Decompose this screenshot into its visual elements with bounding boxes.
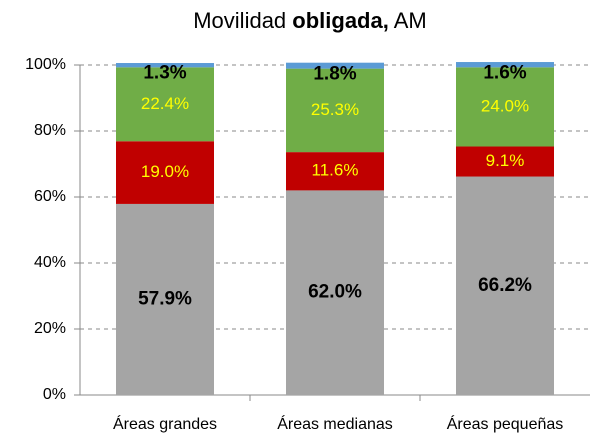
- data-label: 1.6%: [483, 62, 526, 83]
- data-label: 11.6%: [312, 161, 359, 180]
- bar-segment: [286, 62, 384, 69]
- title-segment: Movilidad: [193, 8, 292, 33]
- data-label: 22.4%: [141, 94, 189, 113]
- x-tick-label: Áreas grandes: [113, 414, 217, 433]
- bar-segment: [456, 62, 554, 68]
- bar-segment: [286, 68, 384, 153]
- title-segment: AM: [389, 8, 427, 33]
- title-segment: obligada,: [292, 8, 389, 33]
- bar-segment: [456, 176, 554, 395]
- data-label: 19.0%: [141, 162, 189, 181]
- y-tick-label: 60%: [34, 188, 66, 205]
- bar-segment: [456, 67, 554, 147]
- data-label: 9.1%: [486, 151, 525, 170]
- y-tick-label: 100%: [25, 56, 66, 73]
- bar-segment: [116, 67, 214, 142]
- y-tick-label: 80%: [34, 122, 66, 139]
- data-label: 25.3%: [311, 100, 359, 119]
- bar-segment: [116, 141, 214, 204]
- bar-segment: [116, 203, 214, 395]
- bar-segment: [116, 63, 214, 68]
- bar-segment: [456, 146, 554, 177]
- y-tick-label: 20%: [34, 320, 66, 337]
- data-label: 1.3%: [143, 62, 186, 83]
- data-label: 1.8%: [313, 64, 356, 85]
- bar-segment: [286, 152, 384, 191]
- y-tick-label: 0%: [43, 386, 66, 403]
- x-tick-label: Áreas pequeñas: [447, 414, 564, 433]
- data-label: 62.0%: [308, 282, 362, 303]
- data-label: 57.9%: [138, 288, 192, 309]
- bar-segment: [286, 190, 384, 395]
- data-label: 24.0%: [481, 96, 529, 115]
- x-tick-label: Áreas medianas: [277, 414, 393, 433]
- data-label: 66.2%: [478, 275, 532, 296]
- chart-title: Movilidad obligada, AM: [193, 8, 427, 33]
- y-tick-label: 40%: [34, 254, 66, 271]
